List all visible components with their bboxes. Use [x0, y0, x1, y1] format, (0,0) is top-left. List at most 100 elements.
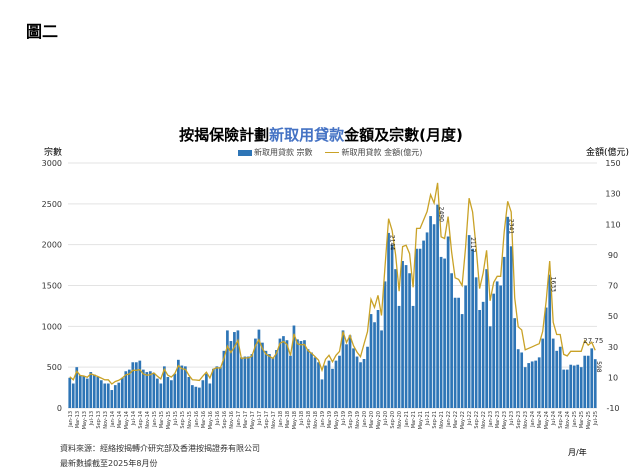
- x-tick-label: Jan-19: [320, 411, 326, 428]
- right-tick-label: 130: [605, 190, 620, 199]
- x-tick-label: Nov-19: [355, 411, 361, 429]
- bar: [488, 326, 492, 408]
- bar: [299, 341, 303, 408]
- bar: [520, 352, 524, 408]
- bar: [530, 361, 534, 408]
- bar: [562, 369, 566, 408]
- right-tick-label: 70: [608, 282, 618, 291]
- bar: [173, 373, 177, 408]
- bar: [527, 363, 531, 408]
- left-tick-label: 1000: [42, 322, 62, 331]
- bar: [229, 341, 233, 408]
- bar: [285, 340, 289, 408]
- x-tick-label: Jul-17: [257, 411, 263, 426]
- x-tick-label: Jul-25: [593, 411, 599, 426]
- legend-line-label: 新取用貸款 金額(億元): [341, 148, 423, 157]
- bar: [331, 368, 334, 408]
- x-tick-label: Jul-14: [131, 411, 137, 426]
- bar: [317, 362, 320, 408]
- bar: [198, 387, 201, 408]
- bar: [271, 357, 275, 408]
- bar: [68, 377, 72, 408]
- bar: [127, 369, 131, 408]
- bar: [569, 364, 573, 408]
- left-tick-label: 3000: [42, 159, 62, 168]
- bar: [110, 390, 114, 408]
- x-tick-label: Sep-14: [138, 411, 144, 429]
- x-tick-label: Jul-22: [467, 411, 473, 426]
- bar: [99, 380, 103, 408]
- right-tick-label: 110: [605, 220, 620, 229]
- bar: [177, 359, 180, 408]
- bar: [117, 382, 121, 408]
- x-tick-label: Mar-18: [285, 411, 291, 428]
- bar: [240, 357, 243, 408]
- bar: [460, 314, 464, 408]
- bar-data-label: 2117: [469, 237, 476, 252]
- bar: [264, 350, 268, 408]
- bar: [222, 350, 226, 408]
- x-tick-label: Jan-24: [530, 411, 536, 428]
- bar-data-label: 1633: [550, 277, 557, 292]
- bar: [306, 349, 310, 408]
- bar: [366, 346, 369, 408]
- x-tick-label: Mar-25: [579, 411, 585, 428]
- x-tick-label: May-14: [124, 411, 130, 429]
- bar: [338, 355, 341, 408]
- bar: [380, 330, 383, 408]
- x-tick-label: May-16: [208, 411, 214, 429]
- bar: [257, 329, 261, 408]
- x-tick-label: Sep-21: [432, 411, 438, 429]
- x-tick-label: Nov-24: [565, 411, 571, 429]
- figure-label: 圖二: [26, 22, 59, 41]
- bar: [548, 274, 552, 408]
- bar: [355, 356, 359, 408]
- bar: [432, 224, 436, 408]
- bar: [544, 307, 548, 408]
- bar: [205, 373, 208, 408]
- bar: [89, 372, 93, 408]
- x-tick-label: Jul-16: [215, 411, 221, 426]
- bar: [278, 338, 282, 408]
- bar-data-label: 598: [595, 361, 602, 373]
- x-tick-label: Jul-21: [425, 411, 431, 426]
- x-tick-label: Mar-24: [537, 411, 543, 428]
- x-tick-label: Mar-20: [369, 411, 375, 428]
- x-tick-label: May-22: [460, 411, 466, 429]
- x-tick-label: Mar-15: [159, 411, 165, 428]
- bar: [71, 383, 75, 408]
- x-tick-label: Nov-15: [187, 411, 193, 429]
- bar: [523, 367, 527, 408]
- bar: [516, 349, 520, 408]
- x-tick-label: Jul-13: [89, 411, 95, 426]
- bar: [537, 357, 541, 408]
- x-tick-label: May-23: [502, 411, 508, 429]
- x-tick-label: Mar-16: [201, 411, 207, 428]
- x-tick-label: Nov-20: [397, 411, 403, 429]
- bar: [320, 379, 324, 408]
- bar: [572, 365, 576, 408]
- right-tick-label: 90: [608, 251, 618, 260]
- bar: [250, 354, 254, 408]
- x-tick-label: May-13: [82, 411, 88, 429]
- left-tick-label: 2000: [42, 241, 62, 250]
- x-tick-label: Jan-13: [68, 411, 74, 428]
- updated-note: 最新數據截至2025年8月份: [60, 459, 158, 468]
- bar: [534, 360, 538, 408]
- bar-data-label: 2144: [389, 235, 396, 250]
- x-tick-label: May-25: [586, 411, 592, 429]
- x-tick-label: Jan-25: [572, 411, 578, 428]
- x-tick-label: May-24: [544, 411, 550, 429]
- bar: [268, 354, 271, 408]
- bar: [464, 285, 467, 408]
- bar: [415, 248, 418, 408]
- bar: [85, 378, 89, 408]
- bar: [478, 310, 481, 408]
- bar: [450, 273, 453, 408]
- x-tick-label: Jul-24: [551, 411, 557, 426]
- bar: [418, 248, 422, 408]
- bar: [145, 372, 149, 408]
- bar: [443, 258, 446, 408]
